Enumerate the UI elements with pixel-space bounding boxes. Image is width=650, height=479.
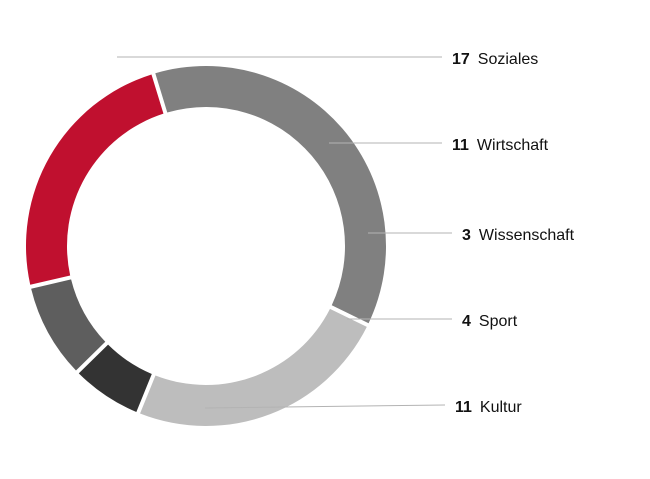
data-labels: 17 Soziales 11 Wirtschaft 3 Wissenschaft 4 Spor…: [452, 51, 575, 416]
donut-slice-kultur: [25, 74, 164, 285]
donut-slice-sport: [31, 279, 106, 371]
data-label-value: 11: [452, 137, 469, 154]
data-label-category: Sport: [479, 313, 518, 330]
data-label-soziales: 17 Soziales: [452, 51, 538, 68]
data-label-value: 3: [462, 227, 471, 244]
data-label-category: Wirtschaft: [477, 137, 549, 154]
data-label-category: Kultur: [480, 399, 522, 416]
data-label-value: 17: [452, 51, 470, 68]
data-label-wissenschaft: 3 Wissenschaft: [462, 227, 575, 244]
data-label-category: Wissenschaft: [479, 227, 575, 244]
donut-slice-soziales: [155, 65, 387, 324]
data-label-kultur: 11 Kultur: [455, 399, 522, 416]
leader-lines: [117, 56, 452, 409]
data-label-category: Soziales: [478, 51, 538, 68]
donut-slice-wirtschaft: [140, 308, 367, 426]
data-label-value: 11: [455, 399, 472, 416]
donut-slices: [25, 65, 387, 426]
data-label-sport: 4 Sport: [462, 313, 518, 330]
data-label-value: 4: [462, 313, 471, 330]
leader-line-kultur: [204, 404, 446, 409]
data-label-wirtschaft: 11 Wirtschaft: [452, 137, 549, 154]
donut-slice-wissenschaft: [78, 344, 152, 412]
